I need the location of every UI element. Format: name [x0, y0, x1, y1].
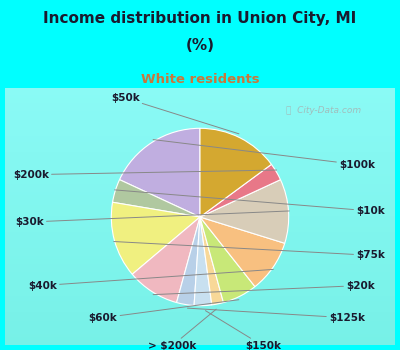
Wedge shape [194, 217, 212, 306]
Text: $150k: $150k [206, 311, 281, 350]
Wedge shape [200, 180, 289, 243]
Wedge shape [176, 217, 200, 306]
Text: $20k: $20k [153, 281, 375, 295]
Text: $60k: $60k [88, 300, 239, 323]
Text: (%): (%) [186, 38, 214, 53]
Text: > $200k: > $200k [148, 309, 216, 350]
Wedge shape [112, 180, 200, 217]
Text: $75k: $75k [114, 241, 385, 260]
Wedge shape [200, 217, 285, 287]
Text: $100k: $100k [153, 140, 375, 170]
Text: White residents: White residents [141, 73, 259, 86]
Text: Income distribution in Union City, MI: Income distribution in Union City, MI [43, 11, 357, 26]
Text: $10k: $10k [115, 190, 385, 216]
Wedge shape [132, 217, 200, 302]
Text: $200k: $200k [13, 170, 276, 180]
Wedge shape [200, 217, 224, 305]
Wedge shape [111, 202, 200, 274]
Text: $30k: $30k [15, 211, 289, 227]
Wedge shape [200, 217, 255, 302]
Text: $50k: $50k [111, 93, 239, 134]
Wedge shape [120, 128, 200, 217]
Wedge shape [200, 128, 272, 217]
Text: $125k: $125k [188, 308, 365, 323]
Text: $40k: $40k [28, 270, 273, 290]
Wedge shape [200, 164, 280, 217]
Text: ⓘ  City-Data.com: ⓘ City-Data.com [286, 106, 361, 115]
